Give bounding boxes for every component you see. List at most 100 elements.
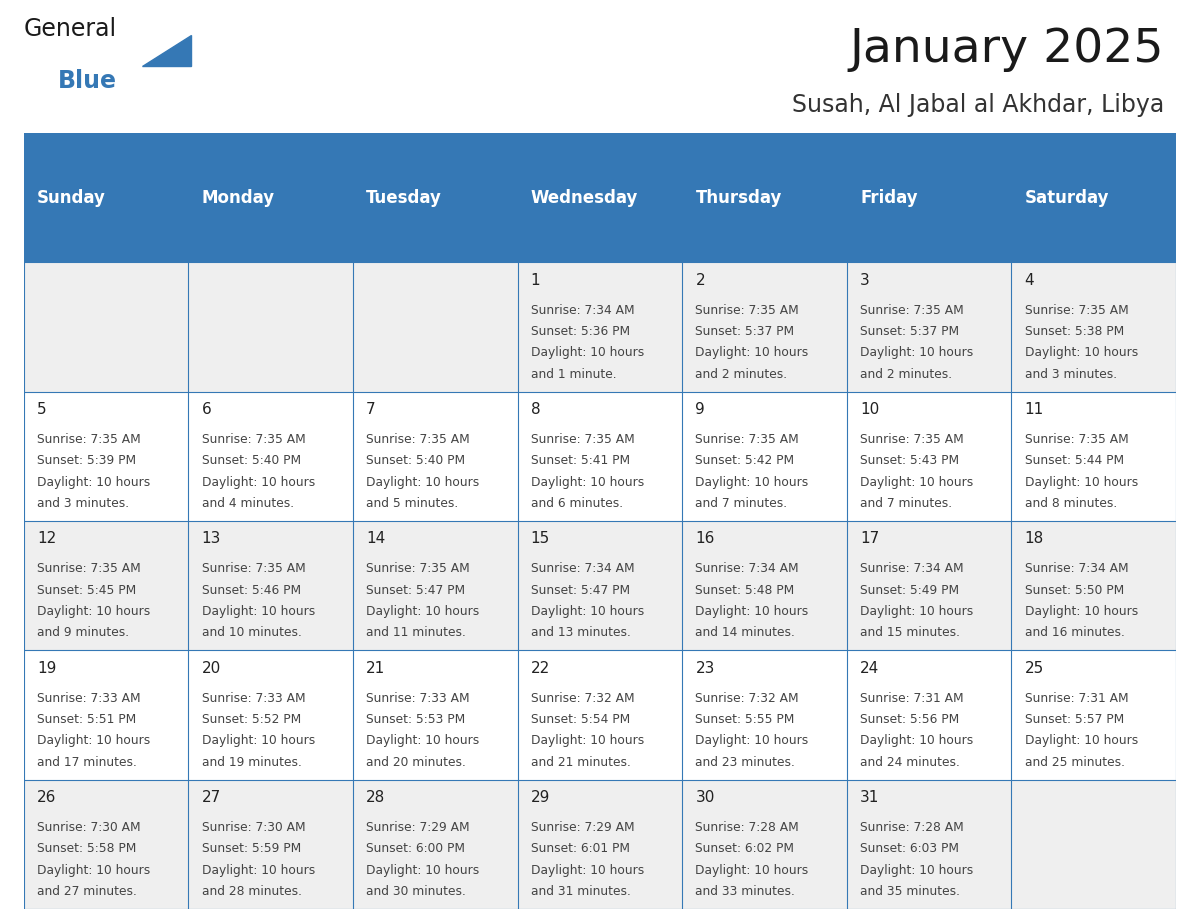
Text: General: General [24,17,116,41]
Text: and 31 minutes.: and 31 minutes. [531,885,631,898]
Text: Sunset: 5:53 PM: Sunset: 5:53 PM [366,713,466,726]
Text: Daylight: 10 hours: Daylight: 10 hours [860,734,973,747]
Text: Sunrise: 7:35 AM: Sunrise: 7:35 AM [37,433,140,446]
Text: Daylight: 10 hours: Daylight: 10 hours [531,605,644,618]
Text: 15: 15 [531,532,550,546]
Text: 28: 28 [366,789,385,805]
Text: Sunset: 6:02 PM: Sunset: 6:02 PM [695,842,795,856]
Text: Sunset: 5:40 PM: Sunset: 5:40 PM [366,454,466,467]
Text: Sunset: 6:03 PM: Sunset: 6:03 PM [860,842,959,856]
Text: Sunday: Sunday [37,189,106,207]
Text: Daylight: 10 hours: Daylight: 10 hours [695,605,809,618]
Text: Saturday: Saturday [1025,189,1110,207]
Text: Daylight: 10 hours: Daylight: 10 hours [860,864,973,877]
Text: Daylight: 10 hours: Daylight: 10 hours [366,605,480,618]
Text: Sunset: 5:44 PM: Sunset: 5:44 PM [1025,454,1124,467]
Text: and 7 minutes.: and 7 minutes. [695,497,788,510]
Text: Sunrise: 7:35 AM: Sunrise: 7:35 AM [860,304,963,317]
Text: and 5 minutes.: and 5 minutes. [366,497,459,510]
Text: 2: 2 [695,273,704,287]
Text: 23: 23 [695,661,715,676]
Text: and 15 minutes.: and 15 minutes. [860,626,960,639]
Bar [24,133,1176,263]
Text: Daylight: 10 hours: Daylight: 10 hours [695,734,809,747]
Text: Daylight: 10 hours: Daylight: 10 hours [695,864,809,877]
Text: Sunset: 5:37 PM: Sunset: 5:37 PM [695,325,795,338]
Text: Sunset: 5:52 PM: Sunset: 5:52 PM [202,713,301,726]
Text: and 25 minutes.: and 25 minutes. [1025,756,1125,768]
Text: Daylight: 10 hours: Daylight: 10 hours [531,346,644,360]
Text: 14: 14 [366,532,385,546]
Text: Daylight: 10 hours: Daylight: 10 hours [531,864,644,877]
Text: Sunrise: 7:35 AM: Sunrise: 7:35 AM [1025,433,1129,446]
Text: and 13 minutes.: and 13 minutes. [531,626,631,639]
Text: Sunset: 5:43 PM: Sunset: 5:43 PM [860,454,959,467]
Text: and 2 minutes.: and 2 minutes. [860,368,952,381]
Text: Sunset: 5:37 PM: Sunset: 5:37 PM [860,325,959,338]
Text: and 28 minutes.: and 28 minutes. [202,885,302,898]
Text: Sunrise: 7:35 AM: Sunrise: 7:35 AM [1025,304,1129,317]
Text: Daylight: 10 hours: Daylight: 10 hours [860,605,973,618]
Text: Sunset: 5:38 PM: Sunset: 5:38 PM [1025,325,1124,338]
Text: Daylight: 10 hours: Daylight: 10 hours [202,734,315,747]
Text: Susah, Al Jabal al Akhdar, Libya: Susah, Al Jabal al Akhdar, Libya [792,93,1164,117]
Text: Daylight: 10 hours: Daylight: 10 hours [202,864,315,877]
Text: Daylight: 10 hours: Daylight: 10 hours [1025,734,1138,747]
Text: 26: 26 [37,789,56,805]
Text: Sunset: 5:54 PM: Sunset: 5:54 PM [531,713,630,726]
Text: and 20 minutes.: and 20 minutes. [366,756,466,768]
Text: and 33 minutes.: and 33 minutes. [695,885,795,898]
Text: Sunset: 5:51 PM: Sunset: 5:51 PM [37,713,137,726]
Text: Daylight: 10 hours: Daylight: 10 hours [37,605,150,618]
Text: Sunrise: 7:30 AM: Sunrise: 7:30 AM [202,821,305,834]
Text: Daylight: 10 hours: Daylight: 10 hours [37,864,150,877]
Text: 22: 22 [531,661,550,676]
Bar [24,263,1176,392]
Text: 5: 5 [37,402,46,417]
Text: Sunrise: 7:28 AM: Sunrise: 7:28 AM [860,821,963,834]
Text: Friday: Friday [860,189,917,207]
Text: Monday: Monday [202,189,274,207]
Text: Daylight: 10 hours: Daylight: 10 hours [202,476,315,488]
Text: Sunset: 5:39 PM: Sunset: 5:39 PM [37,454,137,467]
Text: 21: 21 [366,661,385,676]
Text: and 11 minutes.: and 11 minutes. [366,626,466,639]
Text: Daylight: 10 hours: Daylight: 10 hours [860,346,973,360]
Text: and 17 minutes.: and 17 minutes. [37,756,137,768]
Text: Sunset: 5:41 PM: Sunset: 5:41 PM [531,454,630,467]
Text: Daylight: 10 hours: Daylight: 10 hours [366,476,480,488]
Text: 7: 7 [366,402,375,417]
Text: Sunset: 5:40 PM: Sunset: 5:40 PM [202,454,301,467]
Text: Sunset: 5:46 PM: Sunset: 5:46 PM [202,584,301,597]
Text: and 23 minutes.: and 23 minutes. [695,756,795,768]
Text: Sunrise: 7:34 AM: Sunrise: 7:34 AM [695,563,800,576]
Text: Sunrise: 7:32 AM: Sunrise: 7:32 AM [531,691,634,705]
Text: Daylight: 10 hours: Daylight: 10 hours [366,734,480,747]
Text: Daylight: 10 hours: Daylight: 10 hours [202,605,315,618]
Text: Daylight: 10 hours: Daylight: 10 hours [1025,476,1138,488]
Text: January 2025: January 2025 [849,27,1164,73]
Text: Sunrise: 7:30 AM: Sunrise: 7:30 AM [37,821,140,834]
Bar [24,779,1176,909]
Text: Sunrise: 7:35 AM: Sunrise: 7:35 AM [695,433,800,446]
Text: Sunset: 5:48 PM: Sunset: 5:48 PM [695,584,795,597]
Text: and 30 minutes.: and 30 minutes. [366,885,466,898]
Text: Sunrise: 7:35 AM: Sunrise: 7:35 AM [860,433,963,446]
Text: Sunrise: 7:33 AM: Sunrise: 7:33 AM [366,691,469,705]
Text: 31: 31 [860,789,879,805]
Text: Sunrise: 7:35 AM: Sunrise: 7:35 AM [366,563,470,576]
Text: Sunrise: 7:31 AM: Sunrise: 7:31 AM [860,691,963,705]
Text: 6: 6 [202,402,211,417]
Text: Sunset: 5:36 PM: Sunset: 5:36 PM [531,325,630,338]
Bar [24,521,1176,650]
Text: 12: 12 [37,532,56,546]
Text: and 3 minutes.: and 3 minutes. [1025,368,1117,381]
Text: and 1 minute.: and 1 minute. [531,368,617,381]
Text: Daylight: 10 hours: Daylight: 10 hours [1025,605,1138,618]
Bar [24,392,1176,521]
Text: 30: 30 [695,789,715,805]
Text: Sunrise: 7:29 AM: Sunrise: 7:29 AM [531,821,634,834]
Text: 18: 18 [1025,532,1044,546]
Text: Sunrise: 7:33 AM: Sunrise: 7:33 AM [202,691,305,705]
Text: and 9 minutes.: and 9 minutes. [37,626,129,639]
